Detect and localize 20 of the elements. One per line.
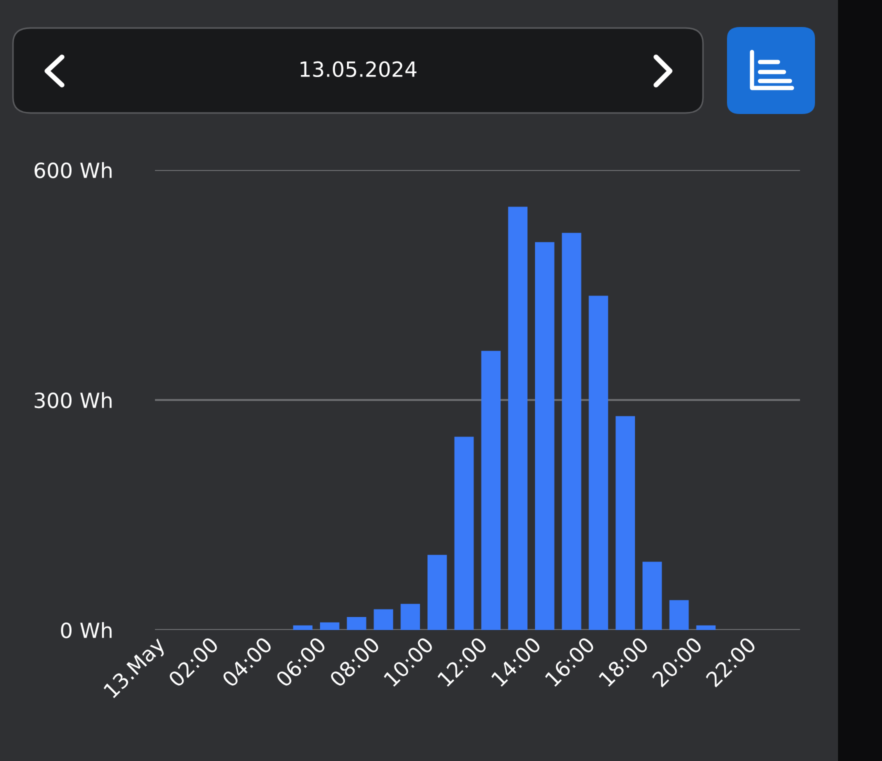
bar: [642, 562, 662, 630]
bar: [481, 350, 501, 630]
bar: [400, 604, 420, 630]
y-tick-label: 300 Wh: [34, 392, 112, 408]
bar: [669, 600, 689, 630]
bar: [696, 625, 716, 630]
bar: [428, 554, 447, 630]
bar: [374, 609, 394, 630]
bar: [293, 625, 312, 630]
bar: [454, 436, 474, 630]
bar: [508, 206, 528, 630]
y-tick-label: 600 Wh: [34, 162, 112, 178]
bar: [562, 232, 582, 630]
bar: [616, 416, 635, 630]
bar: [320, 622, 340, 630]
bar: [588, 296, 608, 630]
bar: [346, 616, 366, 630]
chart-title: 13.05.2024: [300, 61, 416, 78]
y-tick-label: 0 Wh: [61, 622, 112, 638]
bar: [535, 242, 554, 630]
